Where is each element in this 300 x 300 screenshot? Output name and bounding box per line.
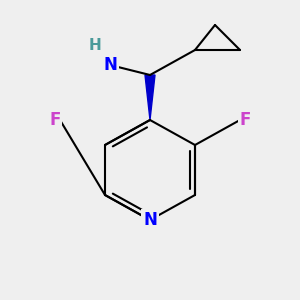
Text: H: H xyxy=(88,38,101,52)
Text: F: F xyxy=(49,111,61,129)
Text: N: N xyxy=(143,211,157,229)
Text: N: N xyxy=(103,56,117,74)
Text: F: F xyxy=(239,111,251,129)
Polygon shape xyxy=(145,75,155,120)
